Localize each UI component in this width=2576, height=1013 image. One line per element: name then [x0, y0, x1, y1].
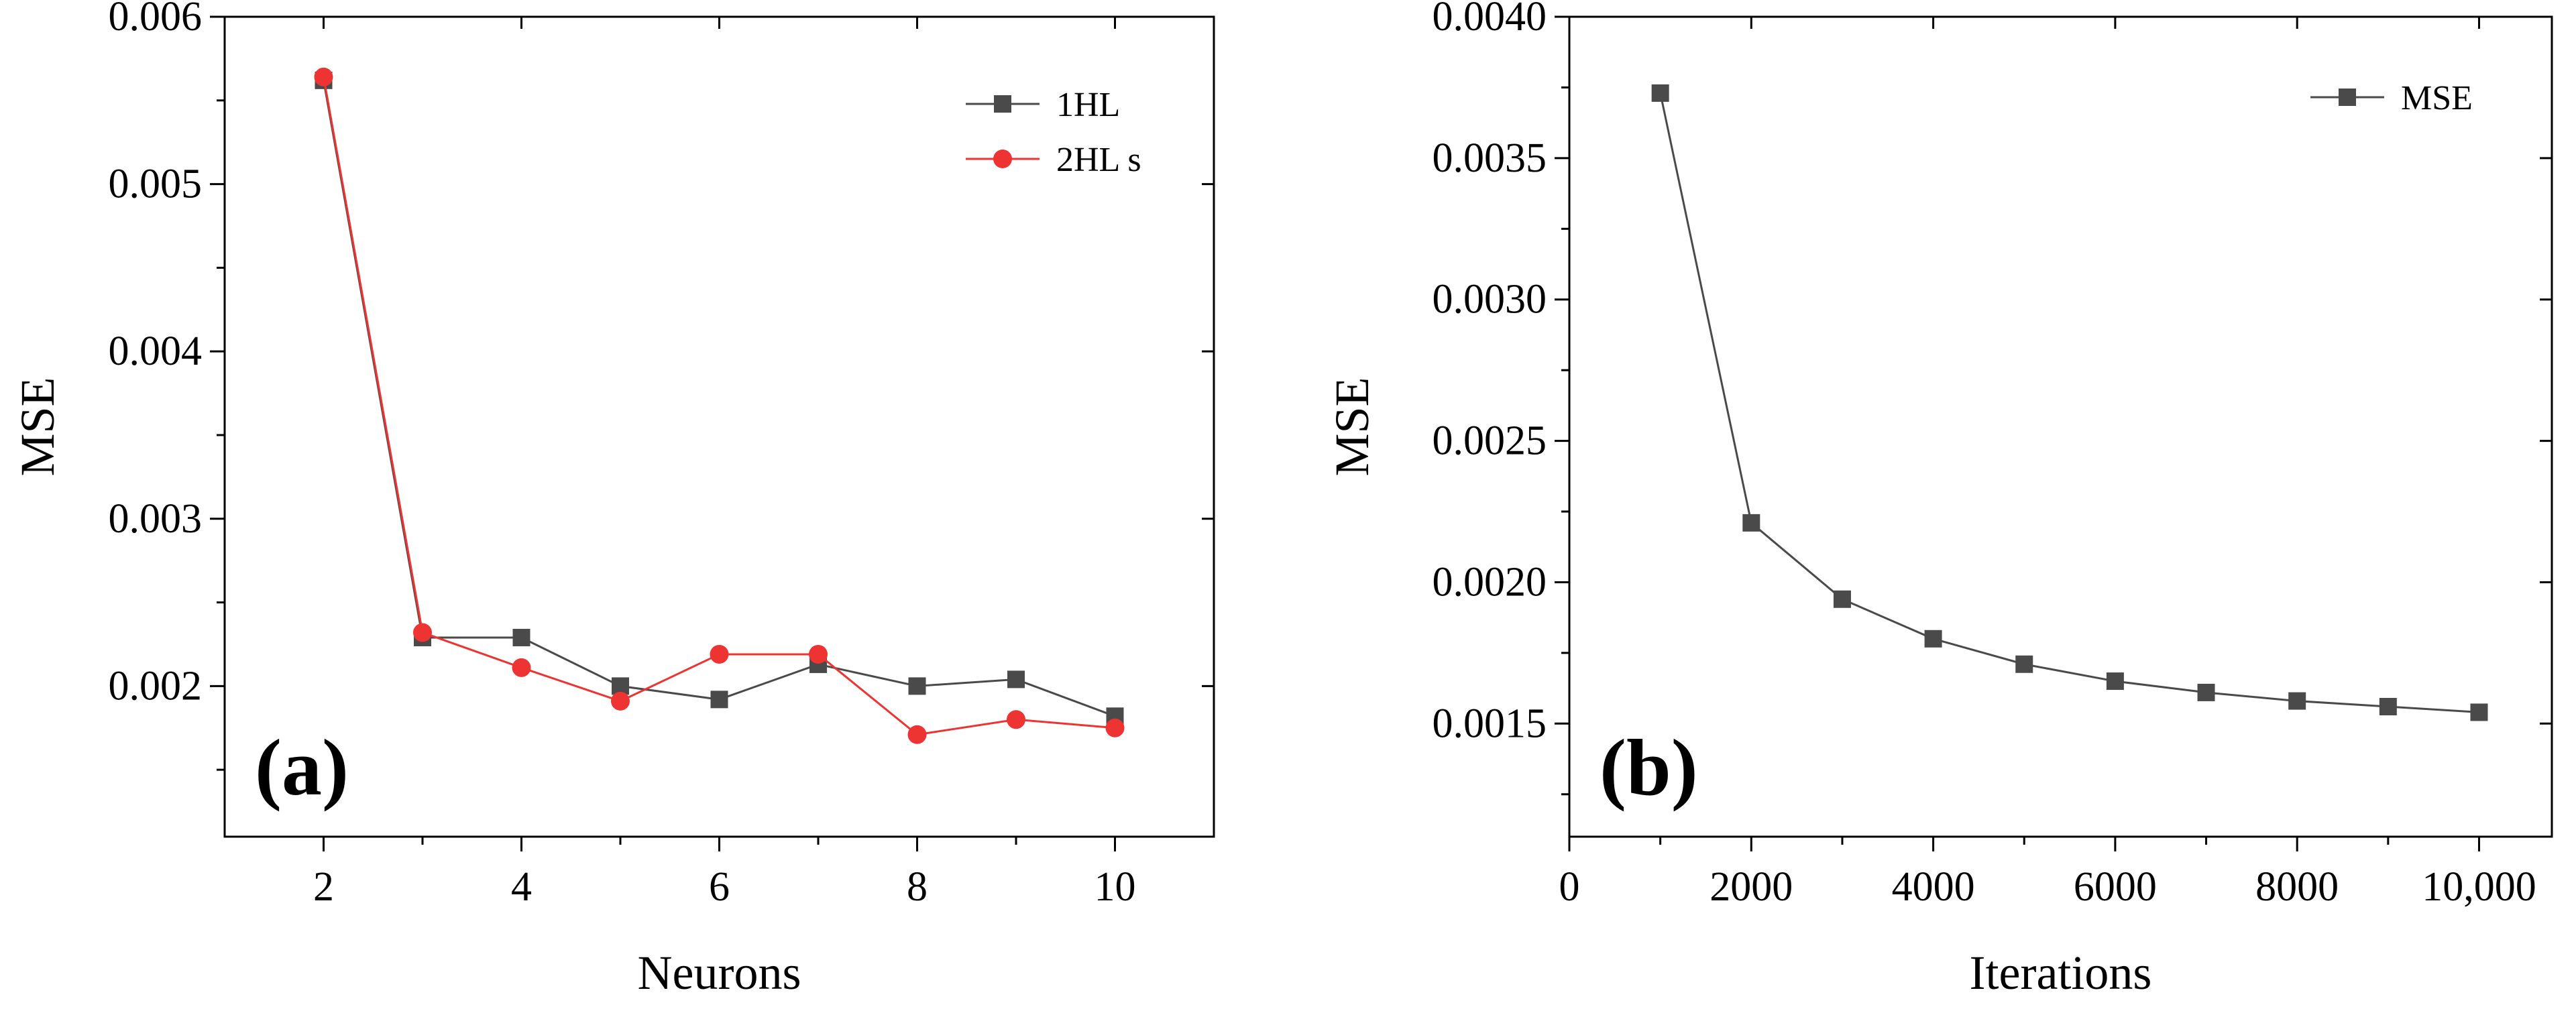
y-tick-label: 0.0035 [1433, 135, 1547, 181]
legend-label: 2HL s [1056, 141, 1141, 179]
x-tick-label: 0 [1559, 864, 1580, 910]
series-line-2hl-s [323, 76, 1115, 736]
x-tick-label: 6000 [2074, 864, 2157, 910]
y-tick-label: 0.005 [109, 162, 203, 207]
x-tick-label: 4000 [1892, 864, 1975, 910]
x-tick-label: 8000 [2255, 864, 2339, 910]
x-tick-label: 2 [313, 864, 334, 910]
x-axis-title: Iterations [1970, 946, 2152, 1000]
x-tick-label: 6 [709, 864, 730, 910]
data-point [1007, 670, 1025, 689]
y-tick-label: 0.003 [109, 496, 203, 542]
x-axis-title: Neurons [638, 946, 801, 1000]
data-point [1833, 590, 1851, 608]
y-tick-label: 0.0025 [1433, 418, 1547, 464]
x-tick-label: 2000 [1710, 864, 1793, 910]
data-point [908, 677, 926, 695]
x-tick-label: 4 [511, 864, 532, 910]
data-point [512, 658, 531, 677]
data-point [314, 67, 333, 86]
data-point [710, 691, 728, 709]
data-point [2379, 698, 2397, 716]
legend-marker [2339, 88, 2356, 106]
x-tick-label: 10,000 [2422, 864, 2536, 910]
y-tick-label: 0.0030 [1433, 277, 1547, 322]
legend-label: 1HL [1056, 86, 1120, 124]
data-point [413, 623, 432, 642]
plot-frame [223, 15, 1215, 838]
plot-frame [1568, 15, 2553, 838]
data-point [512, 628, 530, 646]
data-point [2106, 672, 2124, 691]
chart-panel-a: 2 4 6 8 10 0.002 0.003 0.004 0.005 0.006 Neurons MS… [11, 0, 1215, 1000]
legend-marker [994, 95, 1011, 113]
data-point [611, 691, 630, 711]
data-point [1105, 718, 1125, 737]
y-tick-label: 0.0015 [1433, 701, 1547, 746]
legend-marker [993, 150, 1012, 168]
data-point [2015, 655, 2033, 673]
y-tick-label: 0.004 [109, 329, 203, 374]
series-line-1hl [323, 80, 1116, 717]
x-tick-label: 8 [907, 864, 928, 910]
y-axis-title: MSE [11, 377, 64, 476]
y-tick-label: 0.002 [109, 663, 203, 709]
series-line-mse [1659, 93, 2479, 713]
data-point [809, 644, 828, 664]
legend-label: MSE [2401, 79, 2473, 117]
data-point [710, 644, 729, 664]
y-tick-label: 0.0040 [1433, 0, 1547, 40]
y-tick-label: 0.0020 [1433, 559, 1547, 605]
data-point [907, 725, 927, 744]
data-point [2470, 703, 2488, 721]
x-tick-label: 10 [1095, 864, 1136, 910]
panel-label: (b) [1600, 723, 1698, 812]
panel-label: (a) [255, 723, 349, 812]
data-point [2288, 692, 2306, 710]
chart-panel-b: 0 2000 4000 6000 8000 10,000 0.0015 0.0020 0.002… [1325, 0, 2553, 1000]
data-point [1924, 630, 1942, 648]
data-point [2197, 683, 2215, 701]
data-point [1007, 710, 1025, 729]
data-point [1742, 514, 1760, 532]
y-axis-title: MSE [1325, 377, 1379, 476]
y-tick-label: 0.006 [109, 0, 203, 40]
data-point [1651, 84, 1669, 102]
